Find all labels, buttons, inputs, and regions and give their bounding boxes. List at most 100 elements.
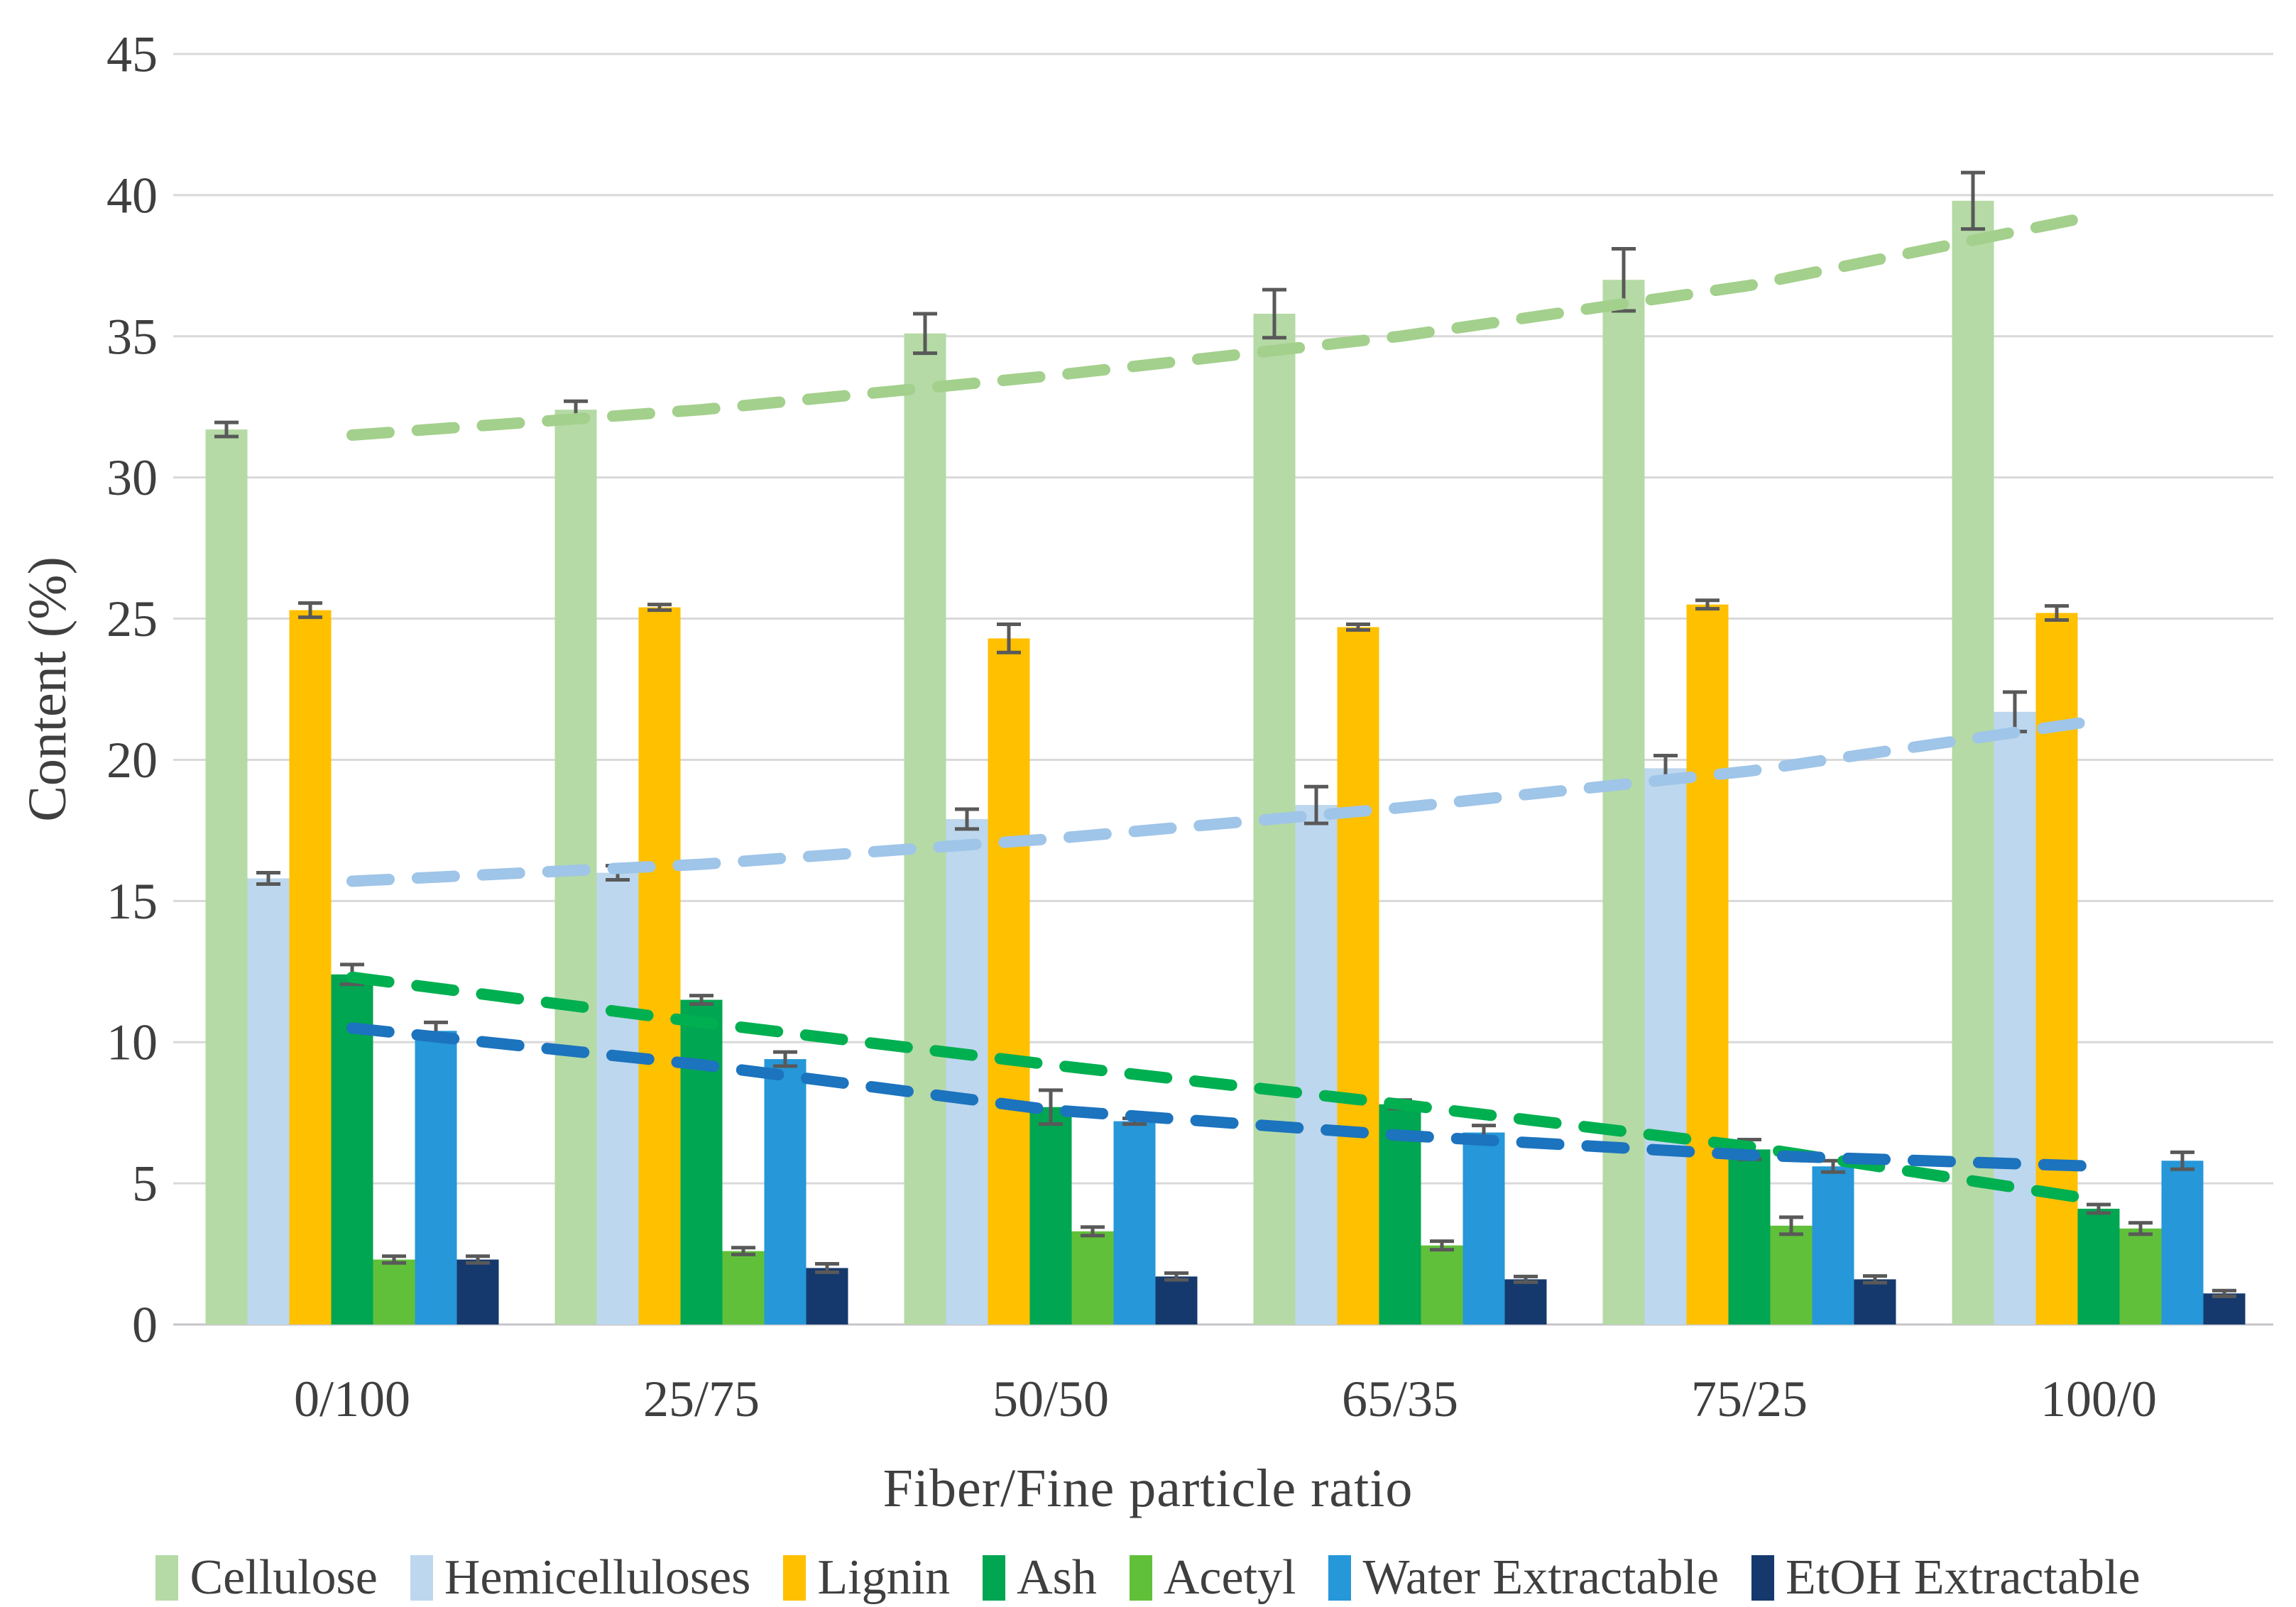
error-bar-ash-50/50 (1039, 1088, 1063, 1126)
error-bar-etoh-extractable-100/0 (2212, 1288, 2236, 1298)
bar-etoh-extractable-50/50 (1155, 1276, 1198, 1324)
error-bar-acetyl-25/75 (731, 1246, 755, 1256)
x-tick-25/75: 25/75 (643, 1371, 760, 1427)
x-tick-65/35: 65/35 (1342, 1371, 1458, 1427)
bar-hemicelluloses-100/0 (1994, 711, 2036, 1324)
trendline-cellulose (346, 209, 2104, 441)
error-bar-lignin-100/0 (2045, 604, 2069, 622)
bar-water-extractable-25/75 (764, 1059, 807, 1324)
trendline-water-extractable (346, 1022, 2104, 1173)
y-tick-45: 45 (106, 26, 158, 82)
error-bar-ash-100/0 (2087, 1202, 2111, 1215)
error-bar-water-extractable-25/75 (773, 1050, 797, 1068)
bar-water-extractable-50/50 (1113, 1121, 1156, 1324)
bar-etoh-extractable-100/0 (2203, 1293, 2246, 1324)
legend-label-cellulose: Cellulose (190, 1550, 378, 1605)
bar-water-extractable-0/100 (415, 1031, 457, 1324)
legend-label-hemicelluloses: Hemicelluloses (444, 1550, 751, 1605)
y-tick-5: 5 (132, 1156, 158, 1212)
y-tick-20: 20 (106, 732, 158, 789)
bar-etoh-extractable-65/35 (1504, 1279, 1547, 1324)
legend-swatch-cellulose (155, 1555, 179, 1601)
error-bar-cellulose-65/35 (1262, 287, 1286, 340)
error-bar-hemicelluloses-50/50 (955, 807, 979, 831)
bar-etoh-extractable-0/100 (457, 1259, 499, 1324)
error-bar-lignin-25/75 (647, 603, 672, 613)
bar-lignin-25/75 (638, 607, 681, 1324)
legend-swatch-water-extractable (1328, 1555, 1352, 1601)
bar-cellulose-0/100 (205, 429, 248, 1324)
bar-water-extractable-75/25 (1812, 1166, 1854, 1324)
y-tick-35: 35 (106, 308, 158, 365)
legend-item-water-extractable: Water Extractable (1328, 1550, 1719, 1606)
y-tick-25: 25 (106, 591, 158, 647)
bar-acetyl-0/100 (373, 1259, 415, 1324)
error-bar-hemicelluloses-65/35 (1304, 784, 1328, 826)
legend-label-lignin: Lignin (817, 1550, 951, 1605)
y-tick-10: 10 (106, 1014, 158, 1071)
bar-cellulose-100/0 (1952, 200, 1994, 1324)
legend-swatch-lignin (783, 1555, 807, 1601)
y-axis-title: Content (%) (18, 556, 77, 822)
bar-lignin-75/25 (1686, 604, 1729, 1324)
error-bar-water-extractable-100/0 (2170, 1150, 2194, 1171)
error-bar-acetyl-75/25 (1779, 1215, 1803, 1236)
bar-hemicelluloses-75/25 (1644, 768, 1687, 1324)
bar-hemicelluloses-25/75 (596, 872, 639, 1324)
error-bar-etoh-extractable-0/100 (466, 1254, 490, 1265)
error-bar-acetyl-100/0 (2128, 1221, 2153, 1236)
bar-acetyl-50/50 (1071, 1231, 1114, 1324)
bar-ash-100/0 (2077, 1208, 2120, 1324)
error-bar-etoh-extractable-50/50 (1164, 1271, 1188, 1282)
bar-lignin-50/50 (988, 638, 1030, 1324)
bar-acetyl-65/35 (1421, 1245, 1463, 1324)
error-bar-cellulose-100/0 (1961, 170, 1985, 231)
bar-water-extractable-100/0 (2161, 1161, 2204, 1324)
bar-etoh-extractable-75/25 (1854, 1279, 1896, 1324)
bar-lignin-0/100 (289, 610, 332, 1324)
x-tick-100/0: 100/0 (2040, 1371, 2157, 1427)
legend-item-acetyl: Acetyl (1129, 1550, 1296, 1606)
y-tick-40: 40 (106, 167, 158, 224)
chart-canvas: 0 5 10 15 20 25 30 35 40 45 Content (%) 0/100 25/75 5… (18, 26, 2273, 1427)
bar-ash-75/25 (1728, 1149, 1771, 1324)
chart-legend: Cellulose Hemicelluloses Lignin Ash Acetyl Wa… (0, 1550, 2296, 1606)
legend-item-etoh-extractable: EtOH Extractable (1751, 1550, 2141, 1606)
y-tick-15: 15 (106, 873, 158, 930)
error-bar-hemicelluloses-0/100 (256, 871, 280, 886)
error-bar-etoh-extractable-75/25 (1863, 1274, 1887, 1285)
legend-label-acetyl: Acetyl (1163, 1550, 1296, 1605)
legend-item-ash: Ash (983, 1550, 1097, 1606)
legend-swatch-acetyl (1129, 1555, 1152, 1601)
bar-ash-25/75 (680, 999, 723, 1324)
bar-acetyl-100/0 (2119, 1228, 2162, 1324)
legend-item-cellulose: Cellulose (155, 1550, 378, 1606)
error-bar-lignin-50/50 (997, 622, 1021, 654)
bar-water-extractable-65/35 (1463, 1132, 1505, 1324)
error-bar-etoh-extractable-25/75 (815, 1261, 839, 1274)
bar-hemicelluloses-0/100 (247, 878, 290, 1324)
error-bar-lignin-0/100 (298, 601, 322, 620)
error-bar-acetyl-0/100 (382, 1254, 406, 1265)
bar-cellulose-75/25 (1602, 280, 1645, 1325)
legend-item-hemicelluloses: Hemicelluloses (410, 1550, 751, 1606)
x-tick-0/100: 0/100 (294, 1371, 410, 1427)
error-bar-cellulose-0/100 (214, 420, 239, 439)
legend-swatch-ash (983, 1555, 1006, 1601)
error-bar-lignin-65/35 (1346, 622, 1370, 632)
bar-acetyl-25/75 (722, 1251, 765, 1324)
y-tick-30: 30 (106, 449, 158, 506)
legend-item-lignin: Lignin (783, 1550, 950, 1606)
error-bar-lignin-75/25 (1695, 598, 1720, 611)
legend-swatch-hemicelluloses (410, 1555, 433, 1601)
legend-swatch-etoh-extractable (1751, 1555, 1775, 1601)
x-axis-title: Fiber/Fine particle ratio (882, 1459, 1414, 1518)
bar-cellulose-50/50 (904, 333, 946, 1324)
error-bar-cellulose-50/50 (913, 312, 937, 356)
bar-lignin-65/35 (1337, 627, 1379, 1324)
bar-hemicelluloses-65/35 (1295, 805, 1338, 1324)
error-bar-etoh-extractable-65/35 (1514, 1274, 1538, 1284)
error-bar-acetyl-50/50 (1081, 1225, 1105, 1238)
legend-label-water-extractable: Water Extractable (1362, 1550, 1720, 1605)
